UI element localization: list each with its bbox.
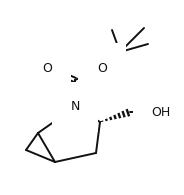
Text: O: O bbox=[97, 61, 107, 74]
Text: O: O bbox=[42, 63, 52, 75]
Text: N: N bbox=[70, 100, 80, 113]
Text: OH: OH bbox=[151, 105, 171, 119]
